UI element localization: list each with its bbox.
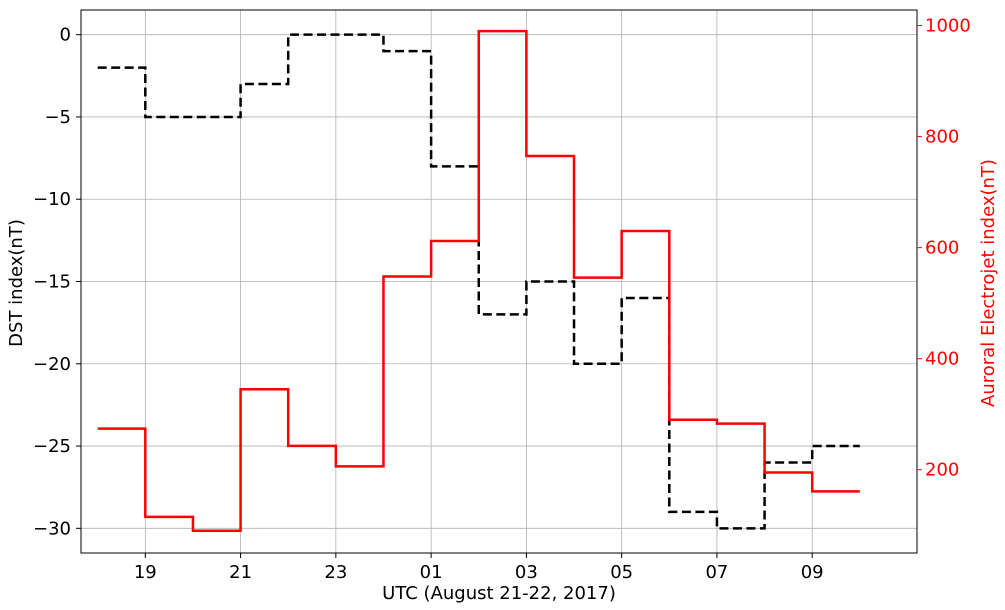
ae-series-line (97, 29, 860, 533)
x-tick-label: 09 (801, 562, 824, 583)
x-tick-label: 19 (134, 562, 157, 583)
series-layer (97, 29, 860, 533)
y-left-tick-label: −5 (44, 107, 71, 128)
y-left-tick-label: −20 (33, 354, 71, 375)
x-axis-label: UTC (August 21-22, 2017) (382, 583, 616, 604)
y-right-tick-label: 800 (925, 127, 959, 148)
x-tick-label: 01 (420, 562, 443, 583)
x-tick-label: 07 (705, 562, 728, 583)
y-left-tick-label: 0 (60, 25, 71, 46)
x-tick-label: 03 (515, 562, 538, 583)
ticks: 19 21 23 01 03 05 07 09 0 −5 −10 −15 −20 −25 −30 200 400… (33, 16, 971, 583)
y-left-tick-label: −10 (33, 189, 71, 210)
y-right-tick-label: 1000 (925, 16, 971, 37)
x-tick-label: 23 (324, 562, 347, 583)
x-tick-label: 05 (610, 562, 633, 583)
y-left-tick-label: −15 (33, 272, 71, 293)
x-tick-label: 21 (229, 562, 252, 583)
y-left-tick-label: −25 (33, 436, 71, 457)
y-axis-right-label: Auroral Electrojet index(nT) (978, 159, 999, 407)
y-right-tick-label: 600 (925, 238, 959, 259)
y-axis-left-label: DST index(nT) (6, 219, 27, 347)
y-right-tick-label: 400 (925, 349, 959, 370)
y-left-tick-label: −30 (33, 518, 71, 539)
dst-series-line (97, 33, 860, 530)
y-right-tick-label: 200 (925, 460, 959, 481)
